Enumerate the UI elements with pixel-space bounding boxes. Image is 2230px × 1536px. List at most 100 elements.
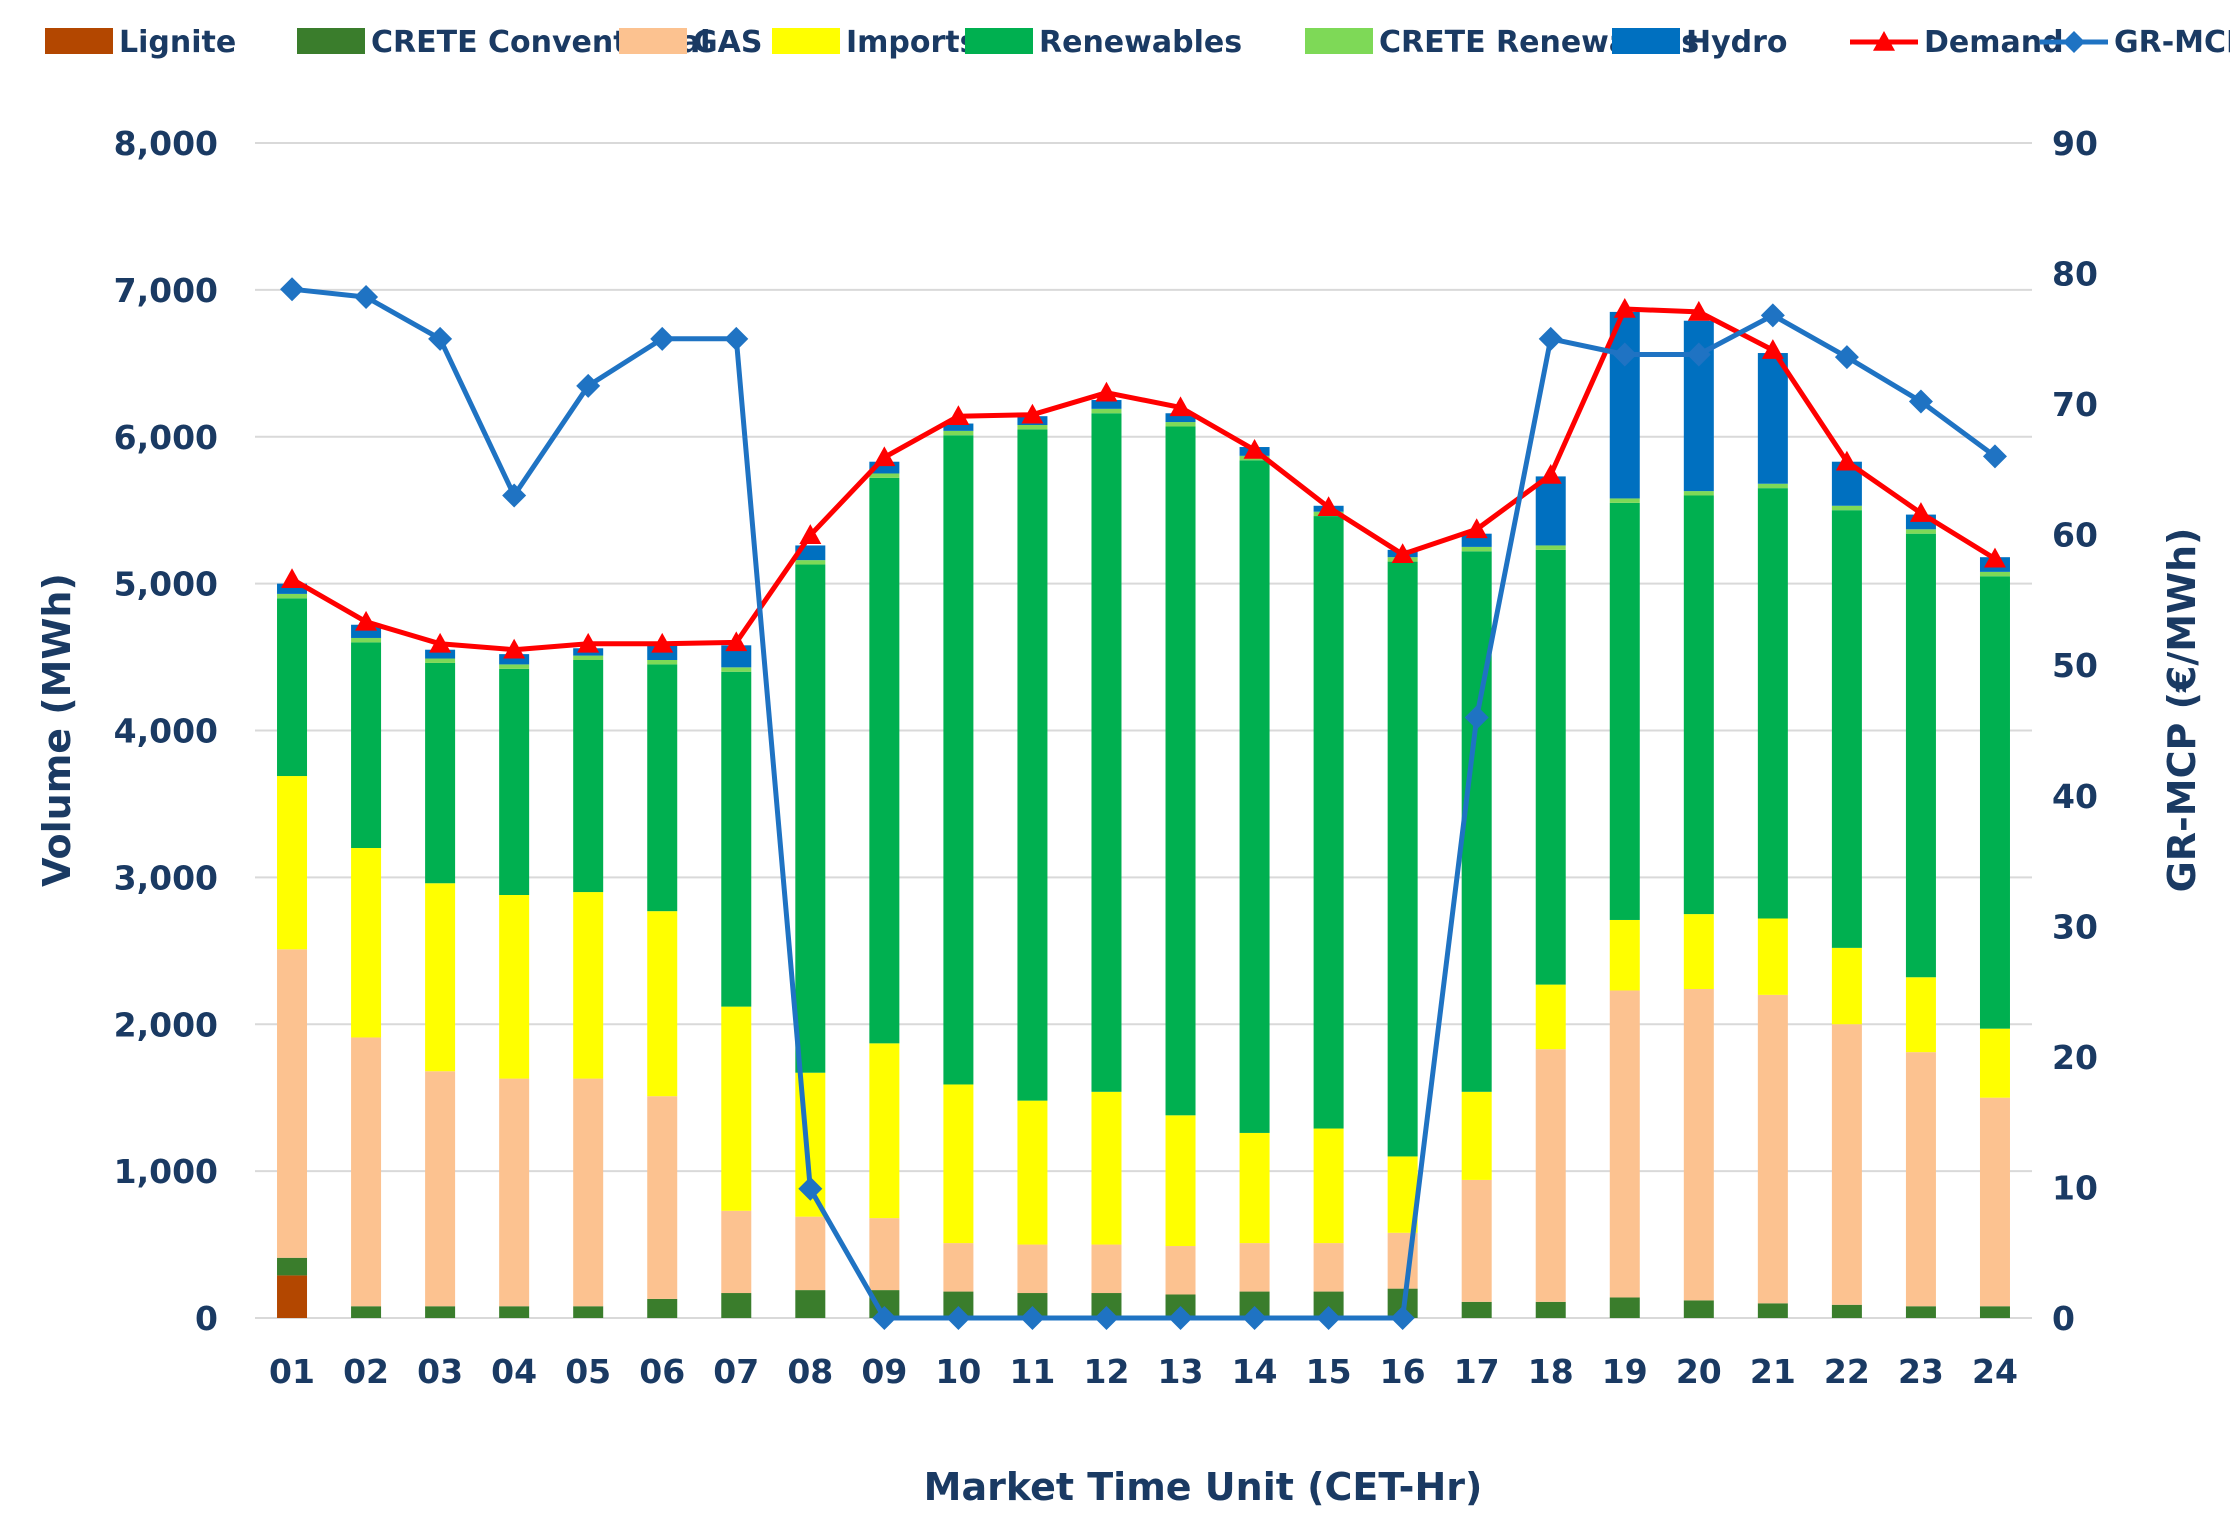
- y2-tick-label: 90: [2052, 124, 2098, 163]
- x-axis-title: Market Time Unit (CET-Hr): [924, 1465, 1483, 1509]
- bar-crete-conventional-03: [425, 1306, 456, 1318]
- bar-gas-04: [499, 1078, 530, 1307]
- x-tick-label: 08: [787, 1352, 833, 1391]
- bar-renewables-20: [1683, 495, 1714, 915]
- x-tick-label: 10: [935, 1352, 981, 1391]
- bar-imports-20: [1683, 914, 1714, 989]
- y-tick-label: 7,000: [114, 271, 218, 310]
- bar-renewables-01: [277, 598, 308, 777]
- bar-gas-02: [351, 1037, 382, 1307]
- bar-series: [277, 311, 2010, 1318]
- bar-gas-13: [1165, 1246, 1196, 1295]
- gr-mcp-line: [291, 286, 1997, 1321]
- x-tick-label: 19: [1602, 1352, 1648, 1391]
- gr-mcp-marker-11: [1020, 1306, 1045, 1330]
- demand-marker-11: [1021, 403, 1044, 424]
- bar-crete-conventional-22: [1831, 1304, 1862, 1318]
- bar-imports-06: [647, 911, 678, 1097]
- bar-renewables-02: [351, 642, 382, 848]
- gr-mcp-marker-24: [1982, 444, 2007, 469]
- bar-crete-renewables-04: [499, 664, 530, 669]
- bar-gas-08: [795, 1216, 826, 1291]
- demand-marker-15: [1317, 496, 1340, 517]
- demand-marker-23: [1909, 502, 1932, 522]
- bar-renewables-07: [721, 671, 752, 1007]
- legend-label-gas: GAS: [693, 25, 762, 60]
- y2-tick-label: 10: [2052, 1168, 2098, 1207]
- bar-crete-renewables-02: [351, 637, 382, 643]
- x-tick-label: 01: [269, 1352, 315, 1391]
- legend-swatch-crete-renewables: [1305, 28, 1373, 54]
- x-tick-label: 07: [713, 1352, 759, 1391]
- bar-crete-renewables-01: [277, 593, 308, 599]
- x-tick-label: 22: [1824, 1352, 1870, 1391]
- bar-gas-07: [721, 1210, 752, 1294]
- bar-crete-conventional-17: [1461, 1301, 1492, 1318]
- bar-gas-19: [1609, 990, 1640, 1298]
- bar-crete-conventional-21: [1757, 1303, 1788, 1318]
- bar-gas-24: [1979, 1097, 2010, 1307]
- bar-crete-conventional-23: [1905, 1306, 1936, 1318]
- gr-mcp-marker-23: [1908, 389, 1933, 414]
- gr-mcp-marker-18: [1538, 326, 1563, 351]
- bar-imports-19: [1609, 919, 1640, 991]
- bar-hydro-13: [1165, 413, 1196, 423]
- bar-renewables-04: [499, 668, 530, 895]
- bar-renewables-18: [1535, 549, 1566, 985]
- gr-mcp-marker-07: [724, 326, 749, 351]
- bar-imports-24: [1979, 1028, 2010, 1098]
- axes: 0 1,000 2,000 3,000 4,000 5,000 6,000 7,000 8,00…: [114, 124, 2098, 1391]
- bar-hydro-10: [943, 423, 974, 431]
- demand-marker-05: [577, 632, 600, 653]
- bar-gas-21: [1757, 994, 1788, 1304]
- legend-swatch-imports: [772, 28, 840, 54]
- legend-swatch-gas: [619, 28, 687, 54]
- y2-axis-title: GR-MCP (€/MWh): [2160, 528, 2204, 893]
- gr-mcp-marker-03: [428, 326, 453, 351]
- bar-crete-renewables-12: [1091, 408, 1122, 414]
- demand-marker-10: [947, 405, 970, 425]
- bar-gas-15: [1313, 1243, 1344, 1292]
- bar-gas-12: [1091, 1244, 1122, 1294]
- y-tick-label: 3,000: [114, 858, 218, 897]
- bar-crete-conventional-19: [1609, 1297, 1640, 1318]
- bar-imports-12: [1091, 1091, 1122, 1245]
- bar-hydro-21: [1757, 353, 1788, 484]
- gr-mcp-marker-10: [946, 1306, 971, 1330]
- x-tick-label: 04: [491, 1352, 537, 1391]
- gr-mcp-marker-19: [1612, 342, 1637, 367]
- bar-imports-22: [1831, 947, 1862, 1025]
- y-tick-label: 8,000: [114, 124, 218, 163]
- bar-imports-05: [573, 892, 604, 1079]
- gr-mcp-marker-21: [1760, 303, 1785, 328]
- y2-tick-label: 70: [2052, 385, 2098, 424]
- bar-renewables-09: [869, 477, 900, 1044]
- bar-crete-conventional-06: [647, 1298, 678, 1318]
- x-tick-label: 12: [1084, 1352, 1130, 1391]
- gr-mcp-marker-20: [1686, 342, 1711, 367]
- bar-renewables-16: [1387, 561, 1418, 1157]
- y-tick-label: 1,000: [114, 1152, 218, 1191]
- demand-marker-01: [281, 568, 304, 589]
- bar-gas-03: [425, 1071, 456, 1307]
- gr-mcp-marker-02: [354, 285, 379, 310]
- legend-label-gr-mcp: GR-MCP: [2114, 25, 2230, 60]
- gr-mcp-marker-22: [1834, 345, 1859, 370]
- x-tick-label: 14: [1232, 1352, 1278, 1391]
- y2-tick-label: 20: [2052, 1038, 2098, 1077]
- bar-crete-renewables-06: [647, 660, 678, 665]
- demand-marker-12: [1095, 381, 1118, 402]
- x-tick-label: 23: [1898, 1352, 1944, 1391]
- y2-tick-label: 60: [2052, 516, 2098, 555]
- gr-mcp-marker-08: [798, 1176, 823, 1201]
- bar-renewables-17: [1461, 551, 1492, 1092]
- demand-marker-07: [725, 631, 748, 652]
- demand-marker-04: [503, 638, 526, 659]
- legend-swatch-crete-conventional: [297, 28, 365, 54]
- x-tick-label: 15: [1306, 1352, 1352, 1391]
- y-tick-label: 6,000: [114, 418, 218, 457]
- y2-tick-label: 80: [2052, 255, 2098, 294]
- bar-gas-11: [1017, 1244, 1048, 1294]
- bar-crete-conventional-07: [721, 1293, 752, 1318]
- bar-imports-01: [277, 776, 308, 950]
